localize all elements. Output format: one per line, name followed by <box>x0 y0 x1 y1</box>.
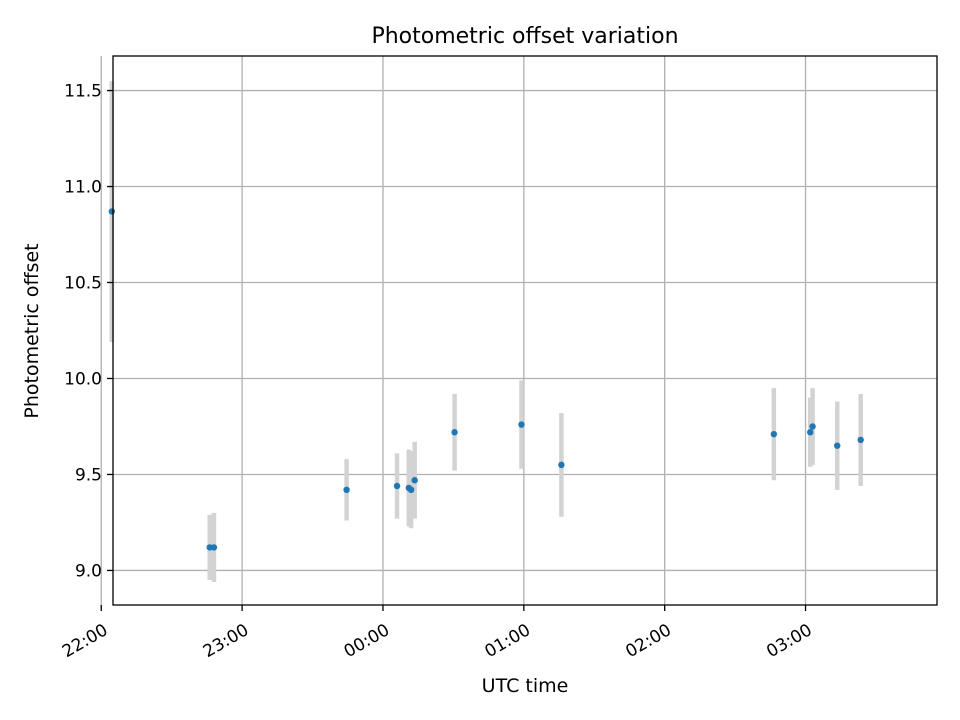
y-tick-label: 11.5 <box>64 82 102 102</box>
x-tick-label: 02:00 <box>622 620 674 662</box>
y-tick-label: 10.0 <box>64 369 102 389</box>
data-point <box>518 421 525 428</box>
y-axis-label: Photometric offset <box>21 243 43 418</box>
y-tick-label: 9.5 <box>75 465 102 485</box>
errorbars <box>109 80 863 582</box>
data-points <box>108 208 864 551</box>
data-point <box>451 429 458 436</box>
y-axis-ticks: 9.0 9.5 10.0 10.5 11.0 11.5 <box>64 82 113 581</box>
x-tick-label: 00:00 <box>341 620 393 662</box>
x-axis-label: UTC time <box>482 675 569 697</box>
y-tick-label: 10.5 <box>64 274 102 294</box>
data-point <box>407 486 415 494</box>
chart-title: Photometric offset variation <box>371 24 678 49</box>
data-point <box>411 477 418 484</box>
x-tick-label: 03:00 <box>763 620 815 662</box>
x-tick-label: 01:00 <box>482 620 534 662</box>
data-point <box>558 461 565 469</box>
data-point <box>210 544 218 551</box>
plot-frame <box>112 55 938 606</box>
x-axis-ticks: 22:00 23:00 00:00 01:00 02:00 03:00 <box>59 605 816 662</box>
data-point <box>834 442 841 449</box>
data-point <box>108 208 116 215</box>
x-tick-label: 23:00 <box>200 620 252 662</box>
data-point <box>857 436 864 444</box>
data-point <box>807 429 814 436</box>
x-tick-label: 22:00 <box>59 620 111 662</box>
data-point <box>809 423 816 430</box>
data-point <box>770 430 778 438</box>
y-tick-label: 11.0 <box>64 178 102 198</box>
y-tick-label: 9.0 <box>75 561 102 581</box>
grid <box>100 56 937 605</box>
data-point <box>393 482 401 490</box>
data-point <box>343 486 350 494</box>
